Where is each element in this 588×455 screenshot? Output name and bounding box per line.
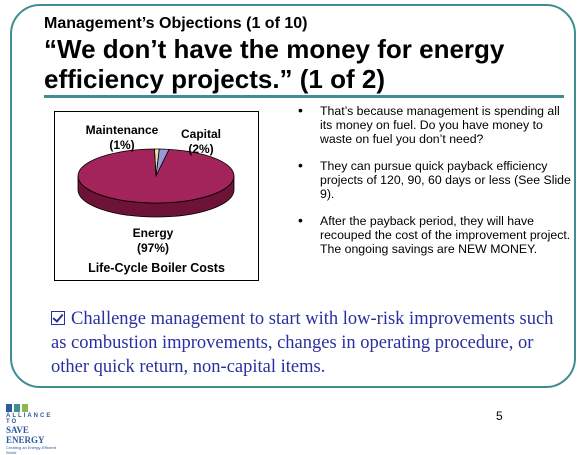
slide-kicker: Management’s Objections (1 of 10) [44,15,308,32]
checkbox-icon [51,311,65,325]
label-energy: Energy (97%) [113,226,193,256]
slide-frame [10,4,576,388]
bullet-text: They can pursue quick payback efficiency… [320,159,571,201]
label-energy-pct: (97%) [136,241,169,255]
bullet-text: After the payback period, they will have… [320,214,571,256]
bullet-dot-icon: • [298,157,303,173]
label-capital-pct: (2%) [188,142,214,156]
label-capital-name: Capital [180,127,221,141]
logo-mark-icon [6,404,66,412]
label-maintenance-pct: (1%) [109,138,135,152]
bullet-item: • They can pursue quick payback efficienc… [292,157,574,201]
label-energy-name: Energy [132,226,174,240]
bullet-dot-icon: • [298,102,303,118]
pie-chart-box: Maintenance (1%) Capital (2%) Energy (97… [54,111,259,281]
bullet-dot-icon: • [298,212,303,228]
bullet-item: • After the payback period, they will hav… [292,212,574,256]
alliance-logo: ALLIANCE TO SAVE ENERGY Creating an Ener… [6,404,66,455]
chart-title: Life-Cycle Boiler Costs [88,261,225,275]
pie-chart [77,148,235,218]
callout: Challenge management to start with low-r… [51,307,563,379]
logo-line2: SAVE ENERGY [6,425,45,445]
label-capital: Capital (2%) [172,127,230,157]
title-rule [44,95,564,98]
pie-slice-energy [77,148,235,204]
label-maintenance: Maintenance (1%) [82,123,162,153]
logo-line1: ALLIANCE TO [6,413,53,425]
callout-text: Challenge management to start with low-r… [51,309,554,377]
label-maintenance-name: Maintenance [85,123,159,137]
bullet-item: • That’s because management is spending a… [292,102,574,146]
bullet-text: That’s because management is spending al… [320,104,560,146]
slide-headline: “We don’t have the money for energy effi… [44,34,505,94]
page-number: 5 [496,409,503,423]
bullet-list: • That’s because management is spending a… [292,102,574,269]
